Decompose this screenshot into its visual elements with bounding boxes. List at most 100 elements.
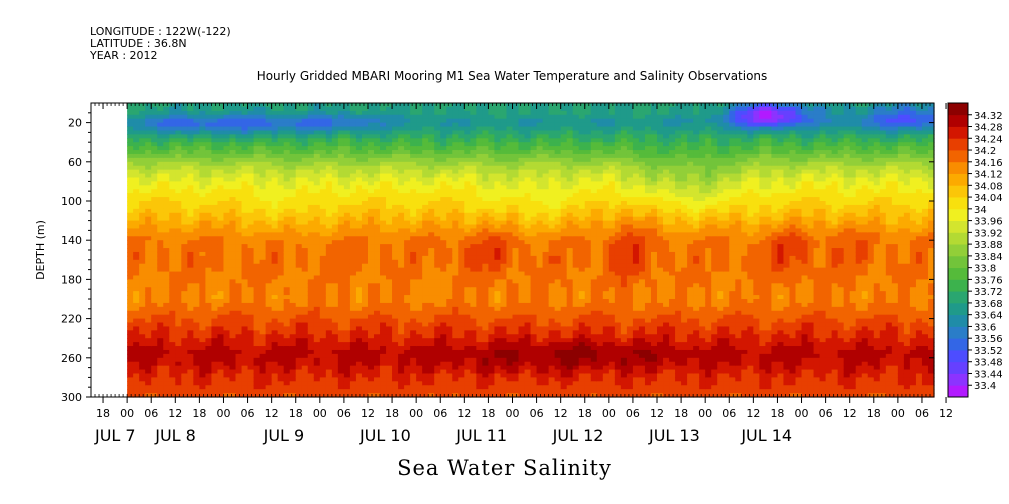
heatmap-cell <box>470 271 477 277</box>
heatmap-cell <box>343 349 351 355</box>
heatmap-cell <box>386 283 393 288</box>
heatmap-cell <box>337 310 345 316</box>
heatmap-cell <box>133 236 140 241</box>
heatmap-cell <box>313 197 321 202</box>
heatmap-cell <box>337 157 345 163</box>
heatmap-cell <box>374 255 381 261</box>
heatmap-cell <box>500 271 508 277</box>
heatmap-cell <box>289 326 297 331</box>
heatmap-cell <box>500 157 508 163</box>
heatmap-cell <box>253 302 261 308</box>
heatmap-cell <box>506 346 514 351</box>
heatmap-cell <box>127 346 134 351</box>
heatmap-cell <box>404 201 411 206</box>
heatmap-cell <box>416 361 423 367</box>
heatmap-cell <box>374 142 381 147</box>
heatmap-cell <box>416 106 423 112</box>
heatmap-cell <box>349 299 357 304</box>
heatmap-cell <box>410 106 417 112</box>
heatmap-cell <box>205 373 213 378</box>
heatmap-cell <box>380 142 387 147</box>
heatmap-cell <box>211 291 219 296</box>
heatmap-cell <box>452 165 459 171</box>
heatmap-cell <box>157 232 164 237</box>
heatmap-cell <box>205 389 213 394</box>
heatmap-cell <box>325 291 333 296</box>
heatmap-cell <box>464 365 471 371</box>
heatmap-cell <box>398 369 405 375</box>
heatmap-cell <box>181 349 188 355</box>
heatmap-cell <box>313 138 321 143</box>
heatmap-cell <box>187 189 194 194</box>
heatmap-cell <box>259 142 267 147</box>
heatmap-cell <box>175 393 182 398</box>
heatmap-cell <box>247 153 255 159</box>
heatmap-cell <box>422 126 429 132</box>
heatmap-cell <box>506 314 514 320</box>
heatmap-cell <box>175 240 182 245</box>
heatmap-cell <box>355 283 363 288</box>
heatmap-cell <box>512 279 520 284</box>
heatmap-cell <box>211 248 219 253</box>
heatmap-cell <box>428 291 435 296</box>
heatmap-cell <box>295 150 303 155</box>
heatmap-cell <box>175 106 182 112</box>
heatmap-cell <box>524 110 532 116</box>
heatmap-cell <box>398 299 405 304</box>
heatmap-cell <box>440 224 447 230</box>
heatmap-cell <box>416 393 423 398</box>
heatmap-cell <box>446 295 453 300</box>
heatmap-cell <box>452 283 459 288</box>
heatmap-cell <box>187 299 194 304</box>
heatmap-cell <box>331 169 339 175</box>
heatmap-cell <box>422 361 429 367</box>
heatmap-cell <box>187 389 194 394</box>
heatmap-cell <box>169 275 176 280</box>
heatmap-cell <box>512 110 520 116</box>
heatmap-cell <box>386 318 393 324</box>
heatmap-cell <box>229 349 237 355</box>
heatmap-cell <box>404 275 411 280</box>
heatmap-cell <box>277 197 285 202</box>
heatmap-cell <box>434 181 441 186</box>
heatmap-cell <box>229 385 237 390</box>
heatmap-cell <box>440 267 447 273</box>
heatmap-cell <box>289 342 297 347</box>
heatmap-cell <box>169 204 176 210</box>
heatmap-cell <box>283 236 291 241</box>
heatmap-cell <box>295 361 303 367</box>
heatmap-cell <box>259 197 267 202</box>
heatmap-cell <box>313 357 321 363</box>
heatmap-cell <box>193 326 200 331</box>
heatmap-cell <box>295 287 303 292</box>
heatmap-cell <box>169 365 176 371</box>
heatmap-cell <box>313 393 321 398</box>
heatmap-cell <box>518 161 526 167</box>
heatmap-cell <box>361 208 369 214</box>
heatmap-cell <box>446 248 453 253</box>
heatmap-cell <box>133 169 140 175</box>
heatmap-cell <box>277 153 285 159</box>
heatmap-cell <box>482 134 490 139</box>
heatmap-cell <box>404 342 411 347</box>
heatmap-cell <box>410 299 417 304</box>
heatmap-cell <box>187 326 194 331</box>
heatmap-cell <box>259 212 267 218</box>
heatmap-cell <box>247 295 255 300</box>
heatmap-cell <box>374 204 381 210</box>
heatmap-cell <box>416 373 423 378</box>
heatmap-cell <box>416 369 423 375</box>
heatmap-cell <box>181 110 188 116</box>
heatmap-cell <box>277 157 285 163</box>
heatmap-cell <box>157 224 164 230</box>
heatmap-cell <box>145 302 152 308</box>
heatmap-cell <box>211 118 219 124</box>
heatmap-cell <box>470 338 477 343</box>
heatmap-cell <box>271 373 279 378</box>
heatmap-cell <box>199 353 207 359</box>
heatmap-cell <box>331 150 339 155</box>
heatmap-cell <box>518 279 526 284</box>
heatmap-cell <box>524 122 532 128</box>
heatmap-cell <box>187 173 194 179</box>
heatmap-cell <box>277 118 285 124</box>
